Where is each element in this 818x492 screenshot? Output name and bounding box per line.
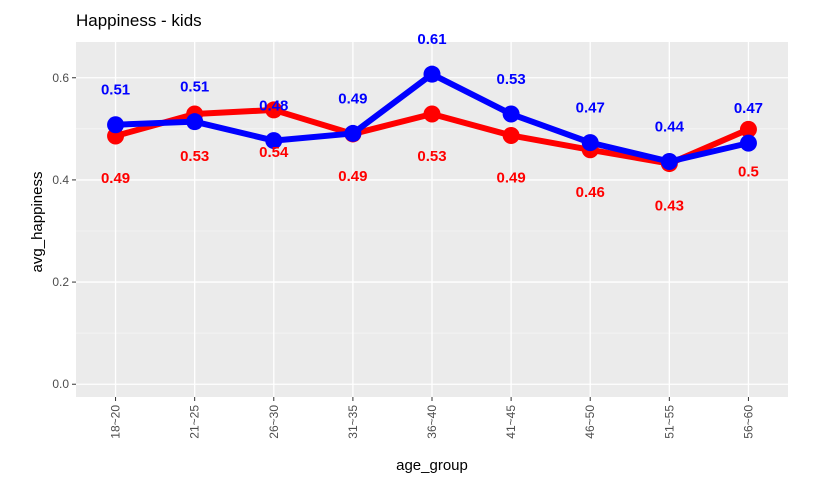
axes: 0.0 0.2 0.4 0.6 18~20 21~25 26~30 31~35 36~40 41~…	[52, 71, 755, 439]
x-tick-label: 26~30	[267, 405, 281, 439]
data-point	[739, 134, 757, 152]
y-tick-label: 0.0	[52, 377, 69, 391]
x-tick-label: 56~60	[741, 405, 755, 439]
data-label: 0.5	[738, 163, 759, 180]
data-label: 0.53	[417, 148, 446, 165]
data-label: 0.44	[655, 119, 685, 136]
data-label: 0.61	[417, 31, 446, 48]
x-tick-label: 46~50	[583, 405, 597, 439]
data-label: 0.49	[101, 170, 130, 187]
data-label: 0.49	[338, 168, 367, 185]
x-tick-label: 21~25	[188, 405, 202, 439]
y-tick-label: 0.6	[52, 71, 69, 85]
data-point	[186, 113, 204, 131]
data-label: 0.51	[101, 82, 130, 99]
data-point	[739, 120, 757, 138]
x-tick-label: 18~20	[109, 405, 123, 439]
data-point	[265, 132, 283, 150]
data-labels: 0.49 0.53 0.54 0.49 0.53 0.49 0.46 0.43 0.5 0.51 0…	[101, 31, 763, 214]
data-label: 0.54	[259, 144, 289, 161]
data-label: 0.47	[576, 100, 605, 117]
x-axis-title: age_group	[396, 457, 468, 474]
data-point	[502, 105, 520, 123]
data-point	[265, 101, 283, 119]
data-point	[581, 134, 599, 152]
x-tick-label: 31~35	[346, 405, 360, 439]
x-tick-label: 41~45	[504, 405, 518, 439]
data-point	[344, 124, 362, 142]
x-tick-label: 51~55	[662, 405, 676, 439]
data-label: 0.48	[259, 98, 288, 115]
data-label: 0.49	[338, 90, 367, 107]
data-label: 0.53	[180, 148, 209, 165]
y-tick-label: 0.2	[52, 275, 69, 289]
series-layer	[107, 65, 757, 173]
y-tick-label: 0.4	[52, 173, 69, 187]
data-point	[423, 65, 441, 83]
data-point	[502, 126, 520, 144]
data-label: 0.47	[734, 100, 763, 117]
data-label: 0.51	[180, 79, 209, 96]
data-point	[423, 105, 441, 123]
data-label: 0.49	[497, 169, 526, 186]
x-tick-label: 36~40	[425, 405, 439, 439]
y-axis-title: avg_happiness	[29, 172, 46, 273]
data-point	[107, 116, 125, 134]
data-label: 0.43	[655, 198, 684, 215]
data-label: 0.46	[576, 184, 605, 201]
data-label: 0.53	[497, 71, 526, 88]
data-point	[660, 153, 678, 171]
chart-title: Happiness - kids	[76, 11, 202, 30]
